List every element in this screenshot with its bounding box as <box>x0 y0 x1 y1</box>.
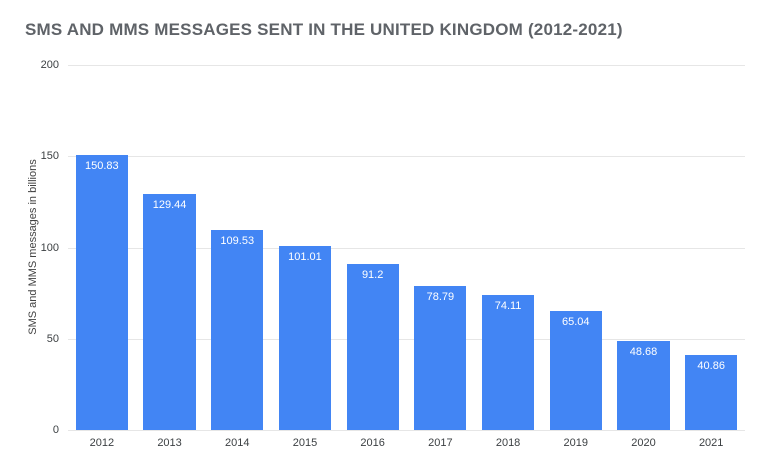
bar-value-label-2020: 48.68 <box>629 346 658 359</box>
bar-column-2017: 78.79 2017 <box>407 65 475 449</box>
bar-column-2014: 109.53 2014 <box>203 65 271 449</box>
bar-2014: 109.53 <box>211 230 264 430</box>
bar-column-2021: 40.86 2021 <box>677 65 745 449</box>
x-tick-label-2018: 2018 <box>495 437 521 449</box>
bar-value-label-2018: 74.11 <box>494 299 522 312</box>
bar-2013: 129.44 <box>143 193 196 430</box>
bar-2018: 74.11 <box>482 294 535 430</box>
bar-2020: 48.68 <box>617 341 670 430</box>
bar-column-2020: 48.68 2020 <box>610 65 678 449</box>
bar-2016: 91.2 <box>346 263 399 430</box>
x-tick-label-2019: 2019 <box>563 437 589 449</box>
x-tick-label-2017: 2017 <box>428 437 453 449</box>
gridline-200 <box>68 65 745 66</box>
bar-2017: 78.79 <box>414 286 467 430</box>
x-tick-label-2016: 2016 <box>360 437 385 449</box>
bar-column-2012: 150.83 2012 <box>68 65 136 449</box>
gridline-150 <box>68 156 745 158</box>
bar-column-2015: 101.01 2015 <box>271 65 339 449</box>
bar-value-label-2016: 91.2 <box>361 268 384 281</box>
bars: 150.83 2012 129.44 2013 109.53 2014 101.01 2015… <box>68 65 745 449</box>
x-tick-label-2015: 2015 <box>292 437 318 449</box>
y-tick-label-100: 100 <box>40 241 59 254</box>
bar-value-label-2019: 65.04 <box>562 316 590 329</box>
bar-2019: 65.04 <box>549 311 602 430</box>
x-tick-label-2020: 2020 <box>631 437 656 449</box>
x-tick-label-2014: 2014 <box>225 437 250 449</box>
y-tick-label-50: 50 <box>46 332 59 345</box>
y-tick-label-200: 200 <box>40 59 59 71</box>
bar-value-label-2017: 78.79 <box>426 291 455 304</box>
bar-column-2019: 65.04 2019 <box>542 65 610 449</box>
x-tick-label-2013: 2013 <box>157 437 182 449</box>
bar-column-2016: 91.2 2016 <box>339 65 407 449</box>
bar-column-2018: 74.11 2018 <box>474 65 542 449</box>
gridline-0 <box>68 430 745 431</box>
bar-2021: 40.86 <box>685 355 738 430</box>
bar-value-label-2021: 40.86 <box>697 360 725 373</box>
x-tick-label-2012: 2012 <box>89 437 115 449</box>
bar-value-label-2015: 101.01 <box>288 250 322 263</box>
gridline-50 <box>68 338 745 340</box>
gridline-100 <box>68 247 745 249</box>
bar-column-2013: 129.44 2013 <box>136 65 204 449</box>
y-tick-label-0: 0 <box>52 424 59 436</box>
bar-2012: 150.83 <box>75 154 128 430</box>
bar-value-label-2013: 129.44 <box>152 198 187 211</box>
bar-value-label-2012: 150.83 <box>85 159 119 172</box>
x-tick-label-2021: 2021 <box>698 437 724 449</box>
plot-area: 0 50 100 150 200 150.83 2012 129.44 2013 109.53 2… <box>41 59 745 449</box>
chart-title: SMS AND MMS MESSAGES SENT IN THE UNITED … <box>25 20 623 39</box>
bar-value-label-2014: 109.53 <box>220 235 255 248</box>
y-tick-label-150: 150 <box>40 150 59 163</box>
bar-2015: 101.01 <box>278 245 332 430</box>
